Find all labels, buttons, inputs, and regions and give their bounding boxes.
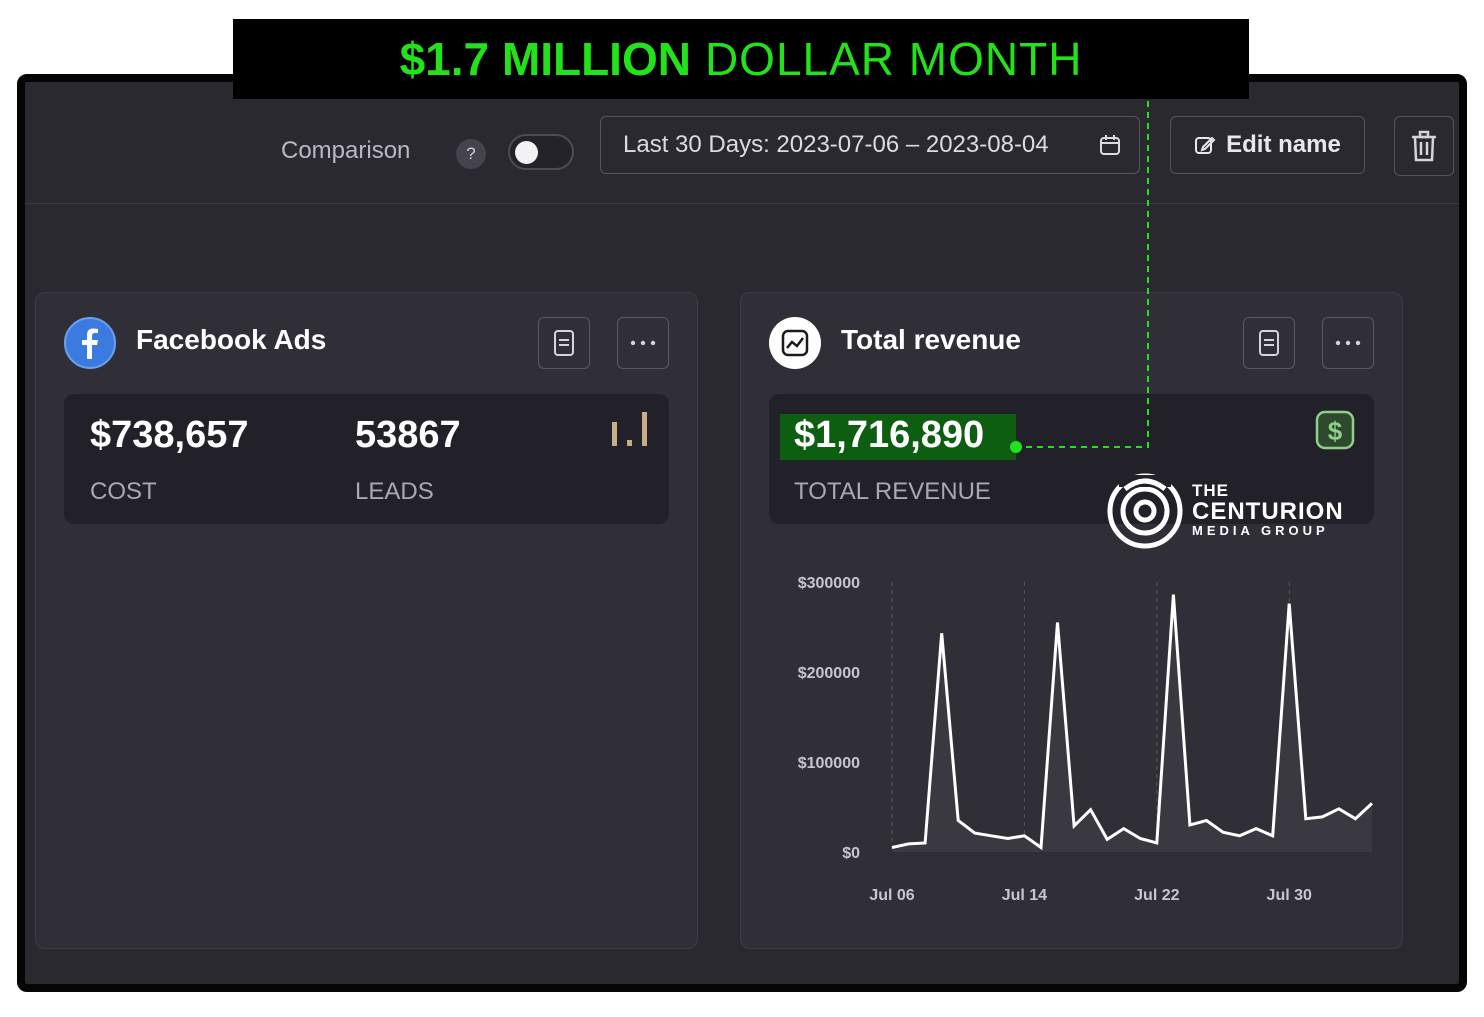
toggle-knob [515, 141, 538, 164]
report-button[interactable] [1243, 317, 1295, 369]
help-icon[interactable]: ? [456, 139, 486, 169]
value-highlight [780, 414, 1016, 460]
centurion-logo: THE CENTURION MEDIA GROUP [1105, 471, 1365, 549]
dashboard-toolbar: Comparison ? Last 30 Days: 2023-07-06 – … [25, 82, 1459, 204]
revenue-summary: $1,716,890 TOTAL REVENUE $ [769, 394, 1374, 524]
total-revenue-label: TOTAL REVENUE [794, 478, 991, 505]
y-tick-label: $200000 [798, 665, 860, 682]
metrics-summary: $738,657 COST 53867 LEADS [64, 394, 669, 524]
ellipsis-icon [1335, 340, 1361, 346]
bar-chart-icon[interactable] [610, 410, 650, 450]
edit-name-label: Edit name [1226, 131, 1341, 158]
delete-button[interactable] [1394, 116, 1454, 176]
report-button[interactable] [538, 317, 590, 369]
revenue-chart: $300000 $200000 $100000 $0 Jul 06 Jul 14 Jul … [798, 575, 1374, 904]
y-tick-label: $0 [842, 845, 860, 862]
facebook-icon [64, 317, 116, 369]
facebook-ads-card: Facebook Ads $738,657 COST 53867 LEADS [35, 292, 698, 949]
banner-bold-text: $1.7 MILLION [399, 33, 691, 85]
y-tick-label: $300000 [798, 575, 860, 592]
edit-icon [1195, 136, 1216, 154]
dollar-icon: $ [1315, 410, 1355, 450]
logo-line2: CENTURION [1192, 498, 1344, 525]
headline-banner: $1.7 MILLION DOLLAR MONTH [233, 19, 1249, 99]
centurion-logo-mark [1107, 473, 1183, 549]
svg-text:$: $ [1328, 416, 1343, 446]
logo-line1: THE [1192, 481, 1229, 500]
revenue-area [892, 594, 1372, 852]
date-range-picker[interactable]: Last 30 Days: 2023-07-06 – 2023-08-04 [600, 116, 1140, 174]
card-title: Total revenue [841, 324, 1021, 355]
ellipsis-icon [630, 340, 656, 346]
card-title: Facebook Ads [136, 324, 327, 355]
y-tick-label: $100000 [798, 755, 860, 772]
edit-name-button[interactable]: Edit name [1170, 116, 1365, 174]
leads-label: LEADS [355, 478, 434, 505]
x-tick-label: Jul 14 [1002, 887, 1047, 904]
document-icon [1259, 330, 1279, 356]
more-options-button[interactable] [617, 317, 669, 369]
trend-chart-icon [769, 317, 821, 369]
cost-label: COST [90, 478, 157, 505]
cost-value: $738,657 [90, 414, 249, 456]
banner-text: DOLLAR MONTH [704, 33, 1083, 85]
x-tick-label: Jul 22 [1134, 887, 1179, 904]
more-options-button[interactable] [1322, 317, 1374, 369]
leads-value: 53867 [355, 414, 461, 456]
x-tick-label: Jul 06 [869, 887, 914, 904]
trash-icon [1412, 130, 1436, 162]
document-icon [554, 330, 574, 356]
comparison-toggle[interactable] [508, 134, 574, 170]
logo-line3: MEDIA GROUP [1192, 523, 1329, 538]
date-range-text: Last 30 Days: 2023-07-06 – 2023-08-04 [623, 131, 1049, 158]
calendar-icon [1100, 135, 1120, 155]
revenue-line [891, 594, 1374, 851]
dashboard-window: Comparison ? Last 30 Days: 2023-07-06 – … [17, 74, 1467, 992]
comparison-label: Comparison [281, 137, 411, 164]
x-tick-label: Jul 30 [1267, 887, 1312, 904]
total-revenue-value: $1,716,890 [794, 414, 985, 456]
